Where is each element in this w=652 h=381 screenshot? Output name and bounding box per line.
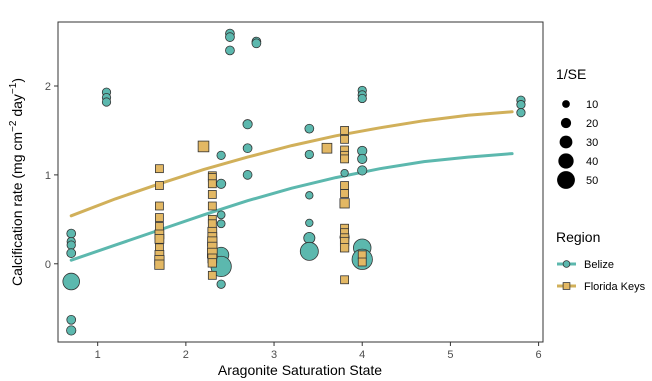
y-axis-title-prefix: Calcification rate (mg cm (9, 132, 25, 286)
data-point-florida-keys (340, 189, 349, 198)
y-tick-label: 0 (45, 259, 51, 271)
x-tick-label: 1 (95, 349, 101, 361)
size-legend-key (557, 171, 575, 189)
size-legend-label: 50 (586, 175, 598, 187)
y-axis-title-sup1: −2 (8, 120, 19, 132)
fit-line-belize (69, 152, 514, 262)
color-legend: Region Belize Florida Keys (556, 229, 646, 293)
data-point-belize (357, 93, 367, 104)
data-point-florida-keys (154, 234, 165, 244)
data-point-florida-keys (155, 181, 164, 190)
x-tick-label: 5 (447, 349, 453, 361)
data-point-florida-keys (207, 201, 217, 211)
data-point-florida-keys (207, 270, 217, 280)
y-axis-ticks: 0 1 2 (45, 81, 58, 271)
y-axis-title: Calcification rate (mg cm−2 day−1) (8, 78, 25, 286)
fit-line-florida-keys (69, 110, 514, 218)
data-point-florida-keys (339, 198, 350, 209)
data-point-florida-keys (155, 164, 164, 174)
data-point-florida-keys (340, 134, 349, 144)
data-point-belize (305, 218, 314, 228)
data-point-belize (516, 100, 526, 110)
color-legend-label: Florida Keys (584, 281, 646, 293)
y-axis-title-sup2: −1 (8, 82, 19, 94)
x-axis-ticks: 1 2 3 4 5 6 (95, 342, 542, 361)
data-point-florida-keys (207, 179, 217, 189)
data-point-florida-keys (155, 222, 164, 231)
size-legend-label: 30 (586, 137, 598, 149)
data-point-belize (66, 248, 77, 258)
data-point-belize (225, 32, 235, 42)
data-point-belize (66, 228, 77, 239)
size-legend-label: 10 (586, 99, 598, 111)
size-legend-items: 10 20 30 40 50 (557, 99, 598, 189)
data-point-belize (304, 149, 314, 160)
x-axis-title: Aragonite Saturation State (218, 362, 382, 378)
data-point-belize (62, 272, 80, 291)
data-point-belize (225, 45, 235, 56)
data-point-belize (340, 168, 349, 178)
size-legend-title: 1/SE (556, 66, 586, 82)
data-point-belize (357, 165, 368, 176)
data-point-belize (357, 153, 368, 164)
data-point-belize (216, 178, 227, 189)
data-point-belize (299, 241, 319, 261)
y-tick-label: 1 (45, 170, 51, 182)
x-tick-label: 2 (183, 349, 189, 361)
size-legend-key (560, 117, 572, 129)
data-point-belize (304, 123, 315, 134)
data-point-florida-keys (340, 126, 349, 135)
data-point-florida-keys (155, 201, 164, 211)
data-points (62, 28, 526, 336)
data-point-belize (101, 97, 112, 107)
color-legend-marker (562, 282, 571, 290)
data-point-belize (66, 314, 77, 325)
data-point-belize (216, 219, 226, 229)
data-point-florida-keys (340, 181, 349, 190)
data-point-florida-keys (339, 243, 350, 253)
data-point-florida-keys (155, 213, 164, 222)
size-legend-key (559, 135, 573, 149)
data-point-belize (216, 210, 226, 220)
data-point-belize (251, 38, 262, 49)
data-point-belize (305, 191, 314, 200)
data-point-belize (66, 325, 77, 336)
size-legend: 1/SE 10 20 30 40 50 (556, 66, 598, 189)
data-point-belize (216, 279, 226, 289)
data-point-florida-keys (340, 154, 349, 164)
data-point-belize (242, 143, 253, 154)
x-tick-label: 4 (359, 349, 365, 361)
plot-panel-border (57, 21, 544, 343)
data-point-florida-keys (197, 140, 210, 153)
data-point-belize (66, 240, 76, 250)
data-point-florida-keys (207, 258, 217, 268)
data-point-belize (242, 170, 253, 180)
data-point-florida-keys (207, 190, 217, 199)
size-legend-key (558, 153, 574, 169)
size-legend-label: 20 (586, 118, 598, 130)
size-legend-label: 40 (586, 156, 598, 168)
y-axis-title-mid: day (9, 94, 25, 120)
data-point-belize (242, 119, 253, 130)
y-tick-label: 2 (45, 81, 51, 93)
color-legend-title: Region (556, 229, 600, 245)
x-tick-label: 6 (536, 349, 542, 361)
size-legend-key (562, 100, 570, 108)
data-point-florida-keys (357, 257, 367, 267)
data-point-florida-keys (321, 142, 333, 154)
color-legend-marker (562, 260, 571, 268)
color-legend-label: Belize (584, 259, 614, 271)
data-point-florida-keys (340, 275, 349, 285)
y-axis-title-suffix: ) (9, 78, 25, 83)
color-legend-items: Belize Florida Keys (557, 259, 646, 293)
data-point-florida-keys (207, 219, 217, 229)
x-tick-label: 3 (271, 349, 277, 361)
data-point-belize (216, 150, 226, 160)
data-point-belize (516, 108, 526, 118)
data-point-florida-keys (154, 259, 165, 270)
fit-lines (69, 110, 514, 262)
